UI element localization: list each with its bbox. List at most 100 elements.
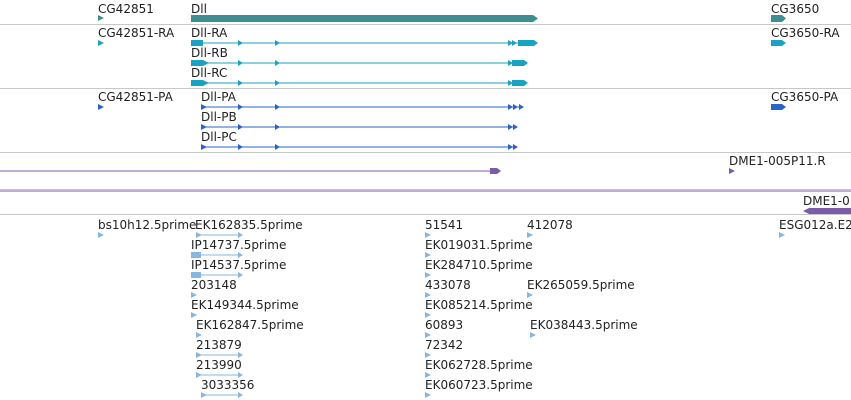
est-block <box>191 272 201 278</box>
protein-label: CG3650-PA <box>771 90 839 104</box>
transcript-feature-dll-rb[interactable]: Dll-RB <box>191 46 528 66</box>
strand-arrow-icon <box>275 80 280 86</box>
strand-arrow-icon <box>203 80 209 86</box>
est-arrow-icon <box>238 272 243 278</box>
est-feature[interactable]: 203148 <box>191 278 237 298</box>
protein-feature-cg3650-pa[interactable]: CG3650-PA <box>771 90 839 110</box>
est-arrow-icon <box>425 332 431 338</box>
gene-feature-cg42851[interactable]: CG42851 <box>98 2 154 21</box>
est-label: 433078 <box>425 278 471 292</box>
clone-arrow-icon <box>803 207 810 215</box>
est-feature[interactable]: 412078 <box>527 218 573 238</box>
strand-arrow-icon <box>238 80 243 86</box>
transcript-feature-cg3650-ra[interactable]: CG3650-RA <box>771 26 840 46</box>
transcript-arrow-icon <box>98 40 104 46</box>
exon-block <box>512 80 528 86</box>
est-label: EK284710.5prime <box>425 258 533 272</box>
est-feature[interactable]: EK085214.5prime <box>425 298 533 318</box>
est-arrow-icon <box>425 312 431 318</box>
protein-feature-dll-pb[interactable]: Dll-PB <box>201 110 518 130</box>
est-label: EK062728.5prime <box>425 358 533 372</box>
est-label: EK265059.5prime <box>527 278 635 292</box>
est-label: 412078 <box>527 218 573 232</box>
est-feature[interactable]: EK060723.5prime <box>425 378 533 398</box>
protein-feature-cg42851-pa[interactable]: CG42851-PA <box>98 90 174 110</box>
est-arrow-icon <box>425 372 431 378</box>
transcript-feature-dll-rc[interactable]: Dll-RC <box>191 66 528 86</box>
est-feature[interactable]: 51541 <box>425 218 463 238</box>
est-arrow-icon <box>201 392 207 398</box>
protein-feature-dll-pc[interactable]: Dll-PC <box>201 130 518 150</box>
transcript-track: CG42851-RA Dll-RA Dll-RB Dll-RC <box>98 26 840 86</box>
strand-arrow-icon <box>201 104 207 110</box>
est-label: 213990 <box>196 358 242 372</box>
strand-arrow-icon <box>238 40 243 46</box>
est-feature[interactable]: 213990 <box>196 358 243 378</box>
est-arrow-icon <box>425 272 431 278</box>
est-feature[interactable]: EK265059.5prime <box>527 278 635 298</box>
transcript-label: CG42851-RA <box>98 26 175 40</box>
est-feature[interactable]: IP14737.5prime <box>191 238 286 258</box>
est-label: EK162835.5prime <box>195 218 303 232</box>
clone-feature-left[interactable] <box>0 168 501 174</box>
exon-block <box>771 40 786 46</box>
est-feature[interactable]: EK162847.5prime <box>196 318 304 338</box>
est-feature[interactable]: EK038443.5prime <box>530 318 638 338</box>
est-feature[interactable]: EK019031.5prime <box>425 238 533 258</box>
protein-feature-dll-pa[interactable]: Dll-PA <box>201 90 524 110</box>
est-feature[interactable]: EK284710.5prime <box>425 258 533 278</box>
strand-arrow-icon <box>275 104 280 110</box>
est-arrow-icon <box>238 392 243 398</box>
est-arrow-icon <box>196 232 202 238</box>
est-feature[interactable]: ESG012a.E2 <box>779 218 851 238</box>
clone-end-block <box>490 168 501 174</box>
est-feature[interactable]: 3033356 <box>201 378 254 398</box>
est-arrow-icon <box>191 312 197 318</box>
exon-block <box>512 60 528 66</box>
est-feature[interactable]: EK062728.5prime <box>425 358 533 378</box>
est-arrow-icon <box>196 332 202 338</box>
est-arrow-icon <box>425 232 431 238</box>
est-label: EK060723.5prime <box>425 378 533 392</box>
est-arrow-icon <box>238 352 243 358</box>
protein-label: CG42851-PA <box>98 90 174 104</box>
est-arrow-icon <box>425 352 431 358</box>
est-feature[interactable]: EK149344.5prime <box>191 298 299 318</box>
strand-arrow-icon <box>508 80 513 86</box>
clone-feature-dme1-0[interactable]: DME1-0 <box>803 194 851 215</box>
est-feature[interactable]: 433078 <box>425 278 471 298</box>
gene-feature-cg3650[interactable]: CG3650 <box>771 2 819 22</box>
est-arrow-icon <box>98 232 104 238</box>
strand-arrow-icon <box>508 144 513 150</box>
est-feature[interactable]: IP14537.5prime <box>191 258 286 278</box>
est-feature[interactable]: EK162835.5prime <box>195 218 303 238</box>
strand-arrow-icon <box>238 60 243 66</box>
gene-label: Dll <box>191 2 207 16</box>
clone-feature-dme1-005p11-r[interactable]: DME1-005P11.R <box>729 154 826 174</box>
est-feature[interactable]: 60893 <box>425 318 463 338</box>
clone-arrow-icon <box>729 168 735 174</box>
est-label: EK019031.5prime <box>425 238 533 252</box>
est-label: EK038443.5prime <box>530 318 638 332</box>
est-feature[interactable]: 72342 <box>425 338 463 358</box>
strand-arrow-icon <box>201 124 207 130</box>
est-arrow-icon <box>238 252 243 258</box>
strand-arrow-icon <box>275 60 280 66</box>
est-arrow-icon <box>425 292 431 298</box>
est-arrow-icon <box>191 292 197 298</box>
est-arrow-icon <box>779 232 785 238</box>
strand-arrow-icon <box>201 144 207 150</box>
exon-block <box>191 60 203 66</box>
est-label: IP14737.5prime <box>191 238 286 252</box>
strand-arrow-icon <box>508 104 513 110</box>
est-feature[interactable]: 213879 <box>196 338 243 358</box>
transcript-feature-dll-ra[interactable]: Dll-RA <box>191 26 538 46</box>
est-arrow-icon <box>425 252 431 258</box>
protein-label: Dll-PA <box>201 90 237 104</box>
transcript-feature-cg42851-ra[interactable]: CG42851-RA <box>98 26 175 46</box>
gene-feature-dll[interactable]: Dll <box>191 2 538 22</box>
strand-arrow-icon <box>238 144 243 150</box>
est-feature[interactable]: bs10h12.5prime <box>98 218 196 238</box>
